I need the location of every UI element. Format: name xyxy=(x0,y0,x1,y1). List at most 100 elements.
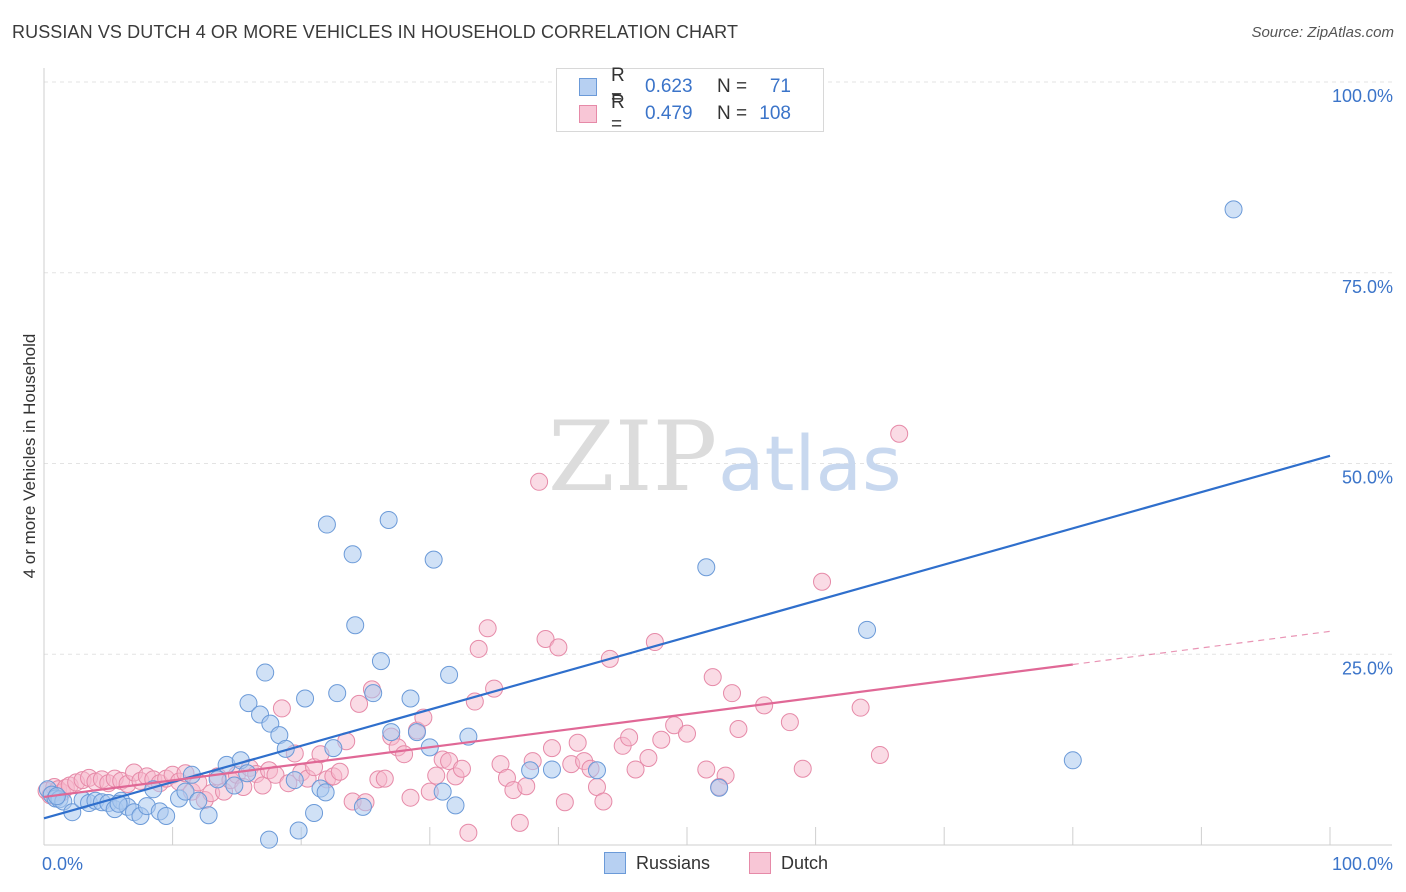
russians-legend-swatch xyxy=(604,852,626,874)
russians-swatch xyxy=(579,78,597,96)
legend-r-value: 0.623 xyxy=(645,76,693,97)
russians-point xyxy=(440,665,459,684)
legend-r-label: R = xyxy=(611,92,625,135)
dutch-point xyxy=(469,639,488,658)
russians-point xyxy=(316,783,335,802)
trend-lines xyxy=(43,454,1331,820)
legend-n-label: N = xyxy=(717,103,748,124)
watermark-atlas: atlas xyxy=(718,419,902,508)
dutch-point xyxy=(729,720,748,739)
russians-point xyxy=(401,689,420,708)
russians-point xyxy=(317,515,336,534)
russians-point xyxy=(256,663,275,682)
russians-point xyxy=(199,806,218,825)
russians-point xyxy=(238,764,257,783)
legend-row-dutch: R = 0.479 N = 108 xyxy=(579,92,791,135)
y-tick-label: 50.0% xyxy=(1342,468,1393,488)
gridlines xyxy=(44,81,1392,655)
x-tick-label-min: 0.0% xyxy=(42,854,83,874)
dutch-point xyxy=(697,760,716,779)
dutch-point xyxy=(350,694,369,713)
watermark-zip: ZIP xyxy=(548,401,717,513)
dutch-point xyxy=(510,813,529,832)
dutch-point xyxy=(395,745,414,764)
dutch-point xyxy=(272,699,291,718)
dutch-point xyxy=(678,724,696,743)
russians-point xyxy=(239,694,258,713)
dutch-point xyxy=(253,776,272,795)
dutch-point xyxy=(536,629,555,648)
russians-point xyxy=(353,797,372,816)
watermark: ZIP atlas xyxy=(548,401,902,513)
dutch-point xyxy=(542,739,561,758)
russians-point xyxy=(858,620,877,639)
legend-n-label: N = xyxy=(717,76,748,97)
russians-point xyxy=(285,771,304,790)
bottom-legend-dutch: Dutch xyxy=(749,852,828,874)
russians-point xyxy=(542,760,561,779)
bottom-legend-russians: Russians xyxy=(604,852,710,874)
russians-point xyxy=(343,545,362,564)
dutch-point xyxy=(813,572,832,591)
dutch-point xyxy=(626,760,645,779)
dutch-point xyxy=(555,793,574,812)
legend-n-value: 108 xyxy=(759,103,791,124)
russians-point xyxy=(225,776,244,795)
russians-point xyxy=(697,558,716,577)
dutch-point xyxy=(594,792,613,811)
russians-point xyxy=(289,821,308,840)
russians-point xyxy=(407,723,426,742)
russians-point xyxy=(379,510,398,529)
tick-labels: 25.0% 50.0% 75.0% 100.0% 0.0% 100.0% xyxy=(42,86,1393,874)
russians-point xyxy=(176,782,195,801)
dutch-point xyxy=(780,713,799,732)
dutch-point xyxy=(427,766,446,785)
russians-point xyxy=(305,803,324,822)
dutch-point xyxy=(793,759,812,778)
russians-point xyxy=(1063,751,1082,770)
russians-legend-label: Russians xyxy=(636,852,711,873)
legend-r-value: 0.479 xyxy=(645,103,693,124)
legend-n-value: 71 xyxy=(769,76,791,97)
dutch-point xyxy=(549,638,568,657)
y-tick-label: 75.0% xyxy=(1342,277,1393,297)
y-tick-label: 25.0% xyxy=(1342,658,1393,678)
dutch-legend-swatch xyxy=(749,852,771,874)
dutch-legend-label: Dutch xyxy=(781,852,829,873)
russians-points xyxy=(38,200,1243,849)
dutch-point xyxy=(652,730,671,749)
dutch-point xyxy=(639,749,658,768)
russians-point xyxy=(364,684,383,703)
dutch-point xyxy=(401,788,420,807)
dutch-point xyxy=(517,777,536,796)
correlation-legend: R = 0.623 N = 71 R = 0.479 N = 108 xyxy=(556,65,824,135)
russians-point xyxy=(328,684,347,703)
dutch-point xyxy=(568,733,587,752)
y-tick-label: 100.0% xyxy=(1332,86,1393,106)
dutch-point xyxy=(330,762,349,781)
russians-trend-line xyxy=(43,454,1331,820)
russians-point xyxy=(296,689,315,708)
russians-point xyxy=(587,761,606,780)
dutch-point xyxy=(723,684,742,703)
dutch-point xyxy=(485,679,504,698)
russians-point xyxy=(260,830,279,849)
legend-row-russians: R = 0.623 N = 71 xyxy=(579,65,791,108)
russians-point xyxy=(324,739,343,758)
chart-title: RUSSIAN VS DUTCH 4 OR MORE VEHICLES IN H… xyxy=(12,22,739,42)
dutch-point xyxy=(459,823,478,842)
russians-point xyxy=(446,796,465,815)
x-tick-label-max: 100.0% xyxy=(1332,854,1393,874)
dutch-point xyxy=(870,745,889,764)
dutch-swatch xyxy=(579,105,597,123)
russians-point xyxy=(371,652,390,671)
russians-point xyxy=(189,791,208,810)
russians-point xyxy=(157,807,176,826)
dutch-point xyxy=(452,759,471,778)
dutch-trend-extension xyxy=(1072,630,1331,666)
dutch-point xyxy=(375,769,394,788)
dutch-point xyxy=(851,698,870,717)
dutch-trend-line xyxy=(43,663,1073,799)
russians-point xyxy=(710,778,729,797)
dutch-point xyxy=(530,472,549,491)
